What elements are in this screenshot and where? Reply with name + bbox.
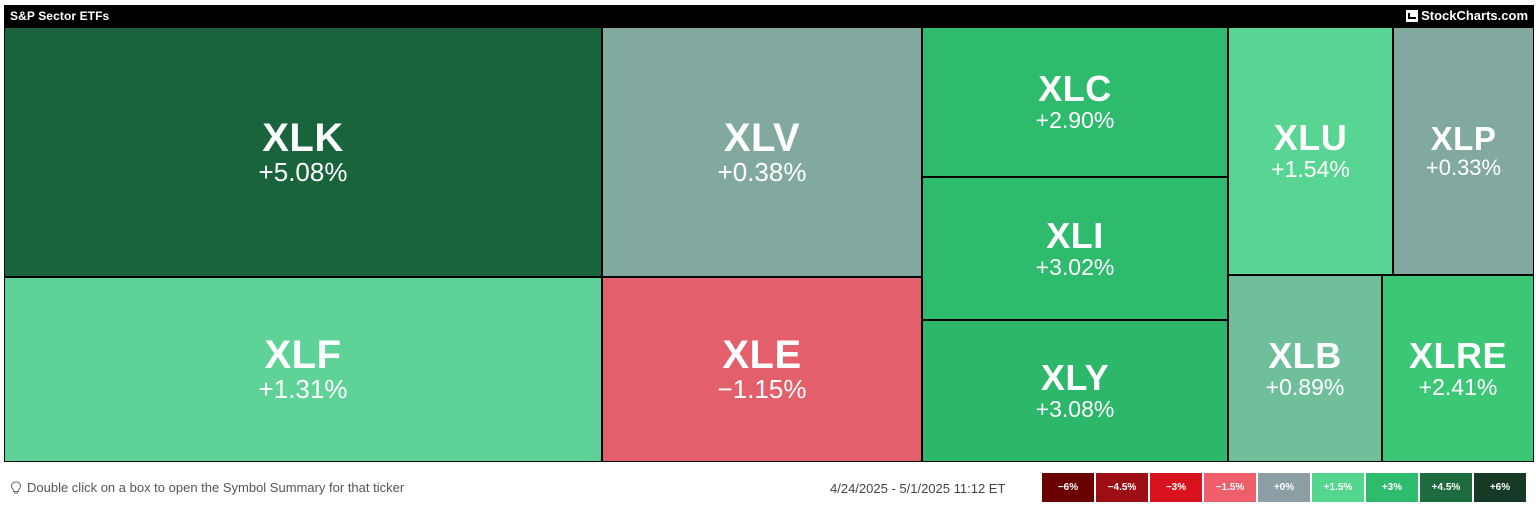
- tile-change: +2.41%: [1418, 373, 1498, 400]
- stockcharts-logo-icon: [1406, 9, 1419, 22]
- tile-ticker: XLP: [1430, 120, 1497, 158]
- tile-ticker: XLU: [1273, 117, 1348, 159]
- lightbulb-icon: [10, 480, 22, 494]
- tile-change: +2.90%: [1035, 107, 1115, 134]
- tile-change: −1.15%: [717, 374, 807, 405]
- tile-change: +0.89%: [1265, 373, 1345, 400]
- tile-change: +0.38%: [717, 156, 807, 187]
- tile-ticker: XLE: [722, 333, 802, 378]
- tile-change: +0.33%: [1425, 155, 1502, 181]
- tile-change: +1.54%: [1271, 156, 1350, 183]
- tile-xlf[interactable]: XLF +1.31%: [4, 277, 602, 462]
- legend-swatch: +0%: [1258, 473, 1310, 502]
- sector-treemap: XLK +5.08% XLV +0.38% XLC +2.90% XLI +3.02% XLY +…: [4, 27, 1534, 462]
- legend-swatch: +3%: [1366, 473, 1418, 502]
- legend-swatch: +1.5%: [1312, 473, 1364, 502]
- legend-swatch: +6%: [1474, 473, 1526, 502]
- hint-label: Double click on a box to open the Symbol…: [27, 480, 405, 495]
- tile-change: +5.08%: [258, 156, 348, 187]
- tile-ticker: XLF: [264, 333, 342, 378]
- footer: Double click on a box to open the Symbol…: [0, 470, 1536, 505]
- tile-ticker: XLI: [1046, 214, 1104, 256]
- tile-xlp[interactable]: XLP +0.33%: [1393, 27, 1534, 275]
- tile-ticker: XLK: [262, 115, 344, 160]
- tile-xlre[interactable]: XLRE +2.41%: [1382, 275, 1534, 462]
- brand-logo[interactable]: StockCharts.com: [1406, 8, 1528, 23]
- legend-swatch: −3%: [1150, 473, 1202, 502]
- chart-title: S&P Sector ETFs: [10, 9, 110, 23]
- tile-xlb[interactable]: XLB +0.89%: [1228, 275, 1382, 462]
- legend-swatch: −6%: [1042, 473, 1094, 502]
- tile-change: +1.31%: [258, 374, 348, 405]
- legend-swatch: −1.5%: [1204, 473, 1256, 502]
- tile-change: +3.02%: [1035, 253, 1115, 280]
- tile-xlu[interactable]: XLU +1.54%: [1228, 27, 1393, 275]
- tile-change: +3.08%: [1035, 396, 1115, 423]
- tile-ticker: XLRE: [1408, 334, 1507, 376]
- tile-ticker: XLV: [723, 115, 801, 160]
- tile-xlk[interactable]: XLK +5.08%: [4, 27, 602, 277]
- date-range: 4/24/2025 - 5/1/2025 11:12 ET: [830, 481, 1006, 496]
- tile-ticker: XLY: [1040, 357, 1110, 399]
- tile-xlc[interactable]: XLC +2.90%: [922, 27, 1228, 177]
- legend-swatch: +4.5%: [1420, 473, 1472, 502]
- color-legend: −6% −4.5% −3% −1.5% +0% +1.5% +3% +4.5% +6%: [1042, 473, 1526, 502]
- brand-name: StockCharts.com: [1421, 8, 1528, 23]
- legend-swatch: −4.5%: [1096, 473, 1148, 502]
- tile-xlv[interactable]: XLV +0.38%: [602, 27, 922, 277]
- chart-header: S&P Sector ETFs StockCharts.com: [4, 5, 1534, 27]
- hint-text: Double click on a box to open the Symbol…: [10, 480, 404, 495]
- tile-xli[interactable]: XLI +3.02%: [922, 177, 1228, 320]
- tile-xle[interactable]: XLE −1.15%: [602, 277, 922, 462]
- tile-ticker: XLC: [1038, 68, 1112, 110]
- tile-ticker: XLB: [1268, 334, 1342, 376]
- tile-xly[interactable]: XLY +3.08%: [922, 320, 1228, 462]
